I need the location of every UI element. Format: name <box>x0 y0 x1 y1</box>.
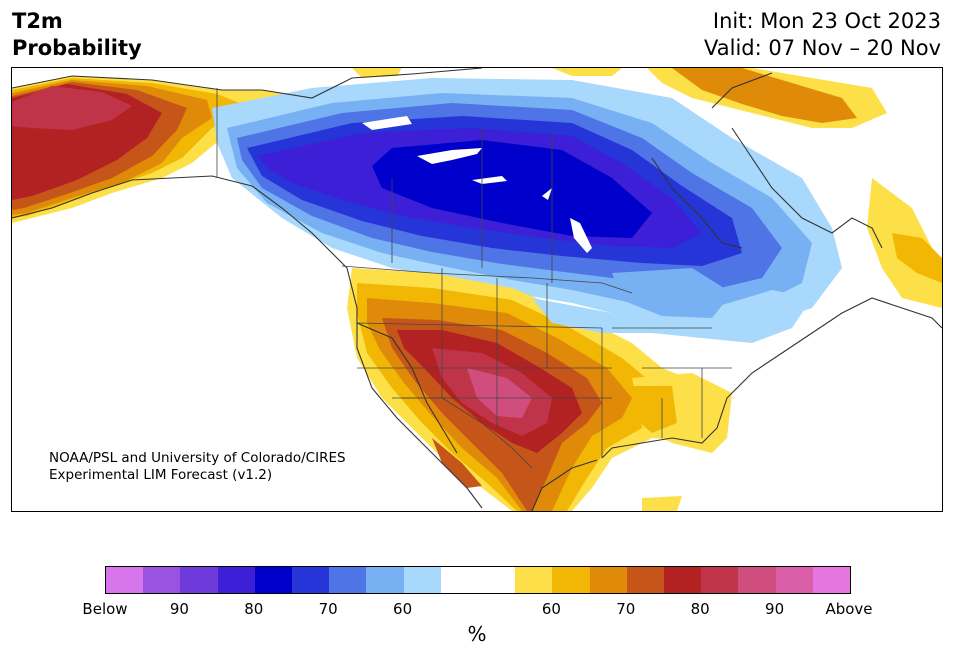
colorbar-units: % <box>467 622 487 646</box>
plot-title: T2m Probability <box>12 8 142 62</box>
credit-line-1: NOAA/PSL and University of Colorado/CIRE… <box>49 450 346 466</box>
colorbar-segment-14 <box>626 567 665 593</box>
colorbar-tick-label: 70 <box>616 600 636 618</box>
valid-range: Valid: 07 Nov – 20 Nov <box>704 36 941 60</box>
colorbar-segment-4 <box>254 567 293 593</box>
probability-map <box>12 68 942 511</box>
forecast-dates: Init: Mon 23 Oct 2023 Valid: 07 Nov – 20… <box>704 8 941 62</box>
colorbar-segment-13 <box>589 567 627 593</box>
colorbar-tick-label: 80 <box>690 600 710 618</box>
colorbar-tick-label: Below <box>82 600 128 618</box>
colorbar-segment-6 <box>329 567 367 593</box>
colorbar-segment-10 <box>478 567 516 593</box>
baja-warm <box>432 438 482 488</box>
colorbar-segment-19 <box>812 567 851 593</box>
colorbar-tick-label: Above <box>825 600 873 618</box>
data-credit: NOAA/PSL and University of Colorado/CIRE… <box>49 450 346 484</box>
colorbar-segment-17 <box>738 567 776 593</box>
southeast-warm-anomaly <box>632 373 732 511</box>
credit-line-2: Experimental LIM Forecast (v1.2) <box>49 467 273 483</box>
lakes <box>362 116 592 253</box>
southwest-warm-anomaly <box>347 268 727 511</box>
colorbar-segment-0 <box>106 567 144 593</box>
colorbar-segment-5 <box>292 567 330 593</box>
colorbar-segment-8 <box>403 567 441 593</box>
canada-cold-anomaly <box>212 78 842 330</box>
colorbar-segment-2 <box>180 567 218 593</box>
map-panel <box>11 67 943 512</box>
colorbar-segment-15 <box>664 567 702 593</box>
colorbar-segment-7 <box>366 567 404 593</box>
colorbar-segment-12 <box>552 567 590 593</box>
colorbar-tick-label: 70 <box>318 600 338 618</box>
colorbar-segment-9 <box>440 567 479 593</box>
title-quantity: Probability <box>12 36 142 60</box>
colorbar-segment-16 <box>701 567 739 593</box>
colorbar-tick-label: 90 <box>169 600 189 618</box>
colorbar-tick-label: 80 <box>244 600 264 618</box>
colorbar-segment-11 <box>515 567 553 593</box>
coastlines <box>12 68 942 511</box>
init-date: Init: Mon 23 Oct 2023 <box>712 9 941 33</box>
colorbar <box>105 566 851 594</box>
colorbar-segment-3 <box>217 567 255 593</box>
title-variable: T2m <box>12 9 63 33</box>
colorbar-segment-18 <box>775 567 813 593</box>
colorbar-tick-label: 60 <box>541 600 561 618</box>
colorbar-tick-label: 90 <box>765 600 785 618</box>
colorbar-tick-label: 60 <box>393 600 413 618</box>
political-borders <box>216 88 732 469</box>
colorbar-segment-1 <box>143 567 181 593</box>
northeast-warm-anomaly <box>352 68 942 308</box>
